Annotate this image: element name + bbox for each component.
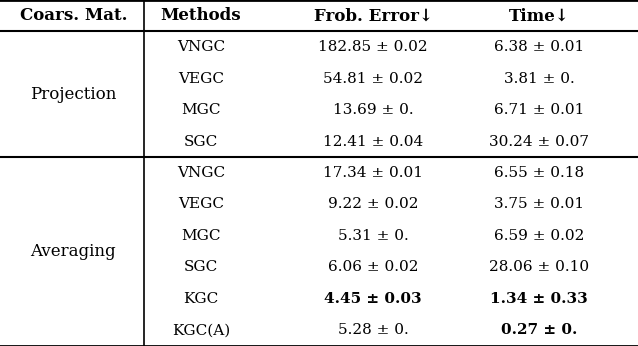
Text: 30.24 ± 0.07: 30.24 ± 0.07	[489, 135, 589, 148]
Text: 6.71 ± 0.01: 6.71 ± 0.01	[494, 103, 584, 117]
Text: 12.41 ± 0.04: 12.41 ± 0.04	[323, 135, 424, 148]
Text: Methods: Methods	[161, 7, 241, 24]
Text: 28.06 ± 0.10: 28.06 ± 0.10	[489, 260, 589, 274]
Text: VEGC: VEGC	[178, 72, 224, 86]
Text: VNGC: VNGC	[177, 40, 225, 54]
Text: KGC: KGC	[183, 292, 219, 306]
Text: 4.45 ± 0.03: 4.45 ± 0.03	[324, 292, 422, 306]
Text: MGC: MGC	[181, 103, 221, 117]
Text: 1.34 ± 0.33: 1.34 ± 0.33	[490, 292, 588, 306]
Text: 3.81 ± 0.: 3.81 ± 0.	[504, 72, 574, 86]
Text: 9.22 ± 0.02: 9.22 ± 0.02	[328, 198, 419, 211]
Text: 5.31 ± 0.: 5.31 ± 0.	[338, 229, 408, 243]
Text: 6.38 ± 0.01: 6.38 ± 0.01	[494, 40, 584, 54]
Text: 5.28 ± 0.: 5.28 ± 0.	[338, 323, 408, 337]
Text: SGC: SGC	[184, 135, 218, 148]
Text: 6.59 ± 0.02: 6.59 ± 0.02	[494, 229, 584, 243]
Text: VNGC: VNGC	[177, 166, 225, 180]
Text: 3.75 ± 0.01: 3.75 ± 0.01	[494, 198, 584, 211]
Text: Time↓: Time↓	[508, 7, 570, 24]
Text: Averaging: Averaging	[31, 243, 116, 260]
Text: Projection: Projection	[30, 86, 117, 103]
Text: 0.27 ± 0.: 0.27 ± 0.	[501, 323, 577, 337]
Text: 17.34 ± 0.01: 17.34 ± 0.01	[323, 166, 423, 180]
Text: 6.06 ± 0.02: 6.06 ± 0.02	[328, 260, 419, 274]
Text: 182.85 ± 0.02: 182.85 ± 0.02	[318, 40, 428, 54]
Text: Frob. Error↓: Frob. Error↓	[314, 7, 433, 24]
Text: MGC: MGC	[181, 229, 221, 243]
Text: KGC(A): KGC(A)	[172, 323, 230, 337]
Text: Coars. Mat.: Coars. Mat.	[20, 7, 127, 24]
Text: VEGC: VEGC	[178, 198, 224, 211]
Text: 54.81 ± 0.02: 54.81 ± 0.02	[323, 72, 423, 86]
Text: SGC: SGC	[184, 260, 218, 274]
Text: 13.69 ± 0.: 13.69 ± 0.	[333, 103, 413, 117]
Text: 6.55 ± 0.18: 6.55 ± 0.18	[494, 166, 584, 180]
